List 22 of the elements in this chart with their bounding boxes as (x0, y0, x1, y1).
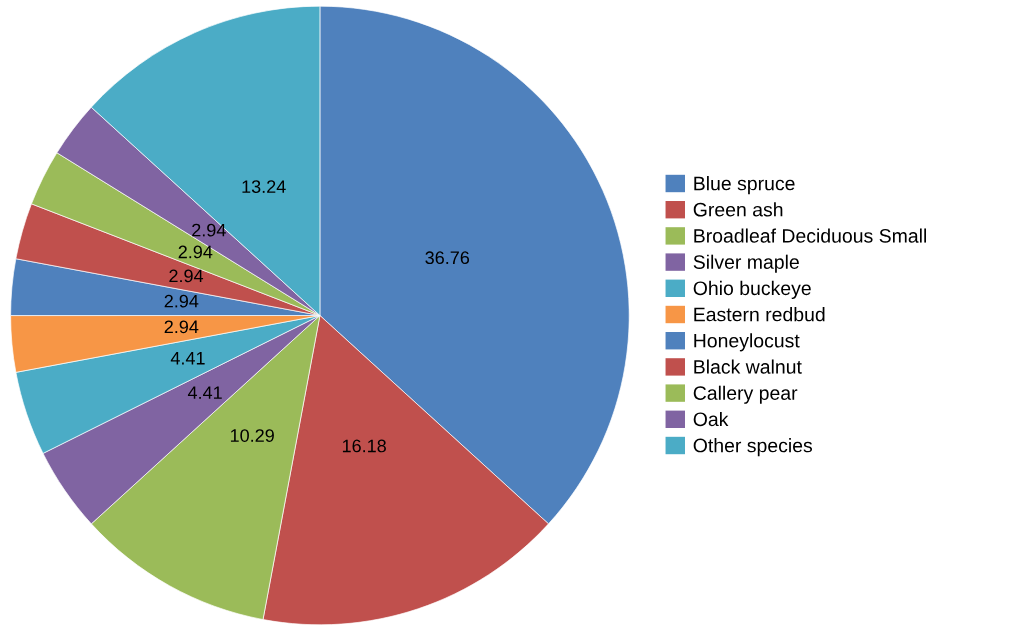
legend-label: Eastern redbud (694, 307, 825, 322)
legend-label: Green ash (693, 202, 783, 217)
data-label: 16.18 (342, 439, 386, 453)
legend-label: Oak (693, 411, 729, 427)
data-label: 2.94 (192, 223, 226, 237)
data-label: 2.94 (178, 245, 213, 259)
data-label: 13.24 (242, 180, 286, 194)
data-label: 2.94 (169, 269, 204, 283)
legend-label: Blue spruce (694, 176, 795, 195)
legend-label: Honeylocust (694, 333, 800, 352)
data-label: 10.29 (230, 429, 274, 442)
data-label: 2.94 (164, 294, 199, 308)
legend-label: Callery pear (693, 385, 798, 404)
data-label: 4.41 (187, 386, 222, 399)
data-label: 2.94 (164, 320, 199, 334)
legend-label: Silver maple (693, 254, 799, 273)
data-label: 36.76 (425, 251, 470, 265)
legend-label: Broadleaf Deciduous Small (694, 228, 926, 243)
legend-label: Black walnut (694, 359, 802, 374)
legend-label: Other species (693, 438, 813, 457)
legend-label: Ohio buckeye (693, 280, 811, 299)
data-label: 4.41 (170, 351, 205, 365)
